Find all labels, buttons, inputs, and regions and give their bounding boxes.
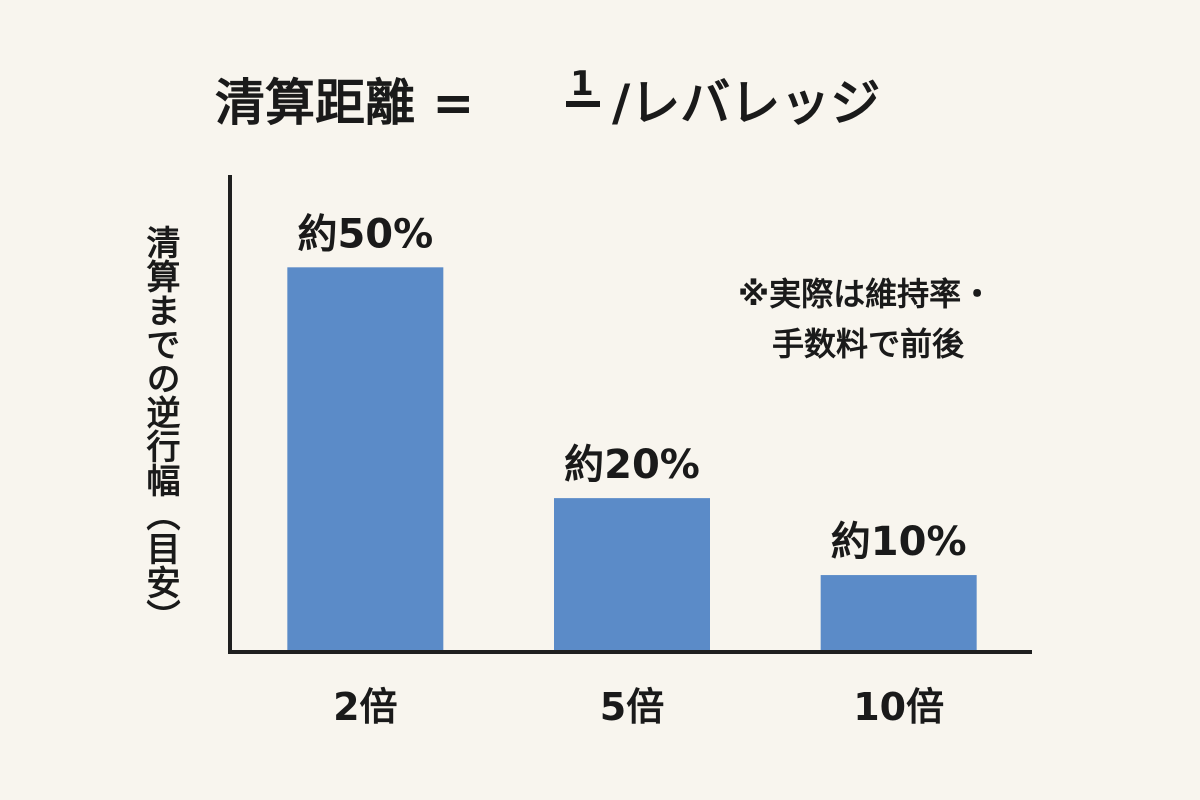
note-line-2: 手数料で前後	[772, 325, 965, 363]
x-tick-labels-group: 2倍 5倍 10倍	[333, 685, 944, 729]
x-tick-label-1: 5倍	[600, 685, 664, 729]
x-tick-label-0: 2倍	[333, 685, 397, 729]
chart-title-right: /レバレッジ	[612, 74, 880, 132]
data-label-0: 約50%	[297, 211, 433, 257]
data-labels-group: 約50% 約20% 約10%	[297, 211, 966, 565]
x-tick-label-2: 10倍	[853, 685, 944, 729]
chart-title-left: 清算距離 =	[215, 74, 474, 132]
note-line-1: ※実際は維持率・	[738, 275, 993, 313]
chart-title-numerator: 1	[570, 64, 594, 104]
y-axis-label: 清算までの逆行幅（目安）	[140, 225, 180, 633]
bar-2	[820, 575, 977, 652]
bar-1	[554, 498, 710, 652]
bar-0	[287, 267, 444, 652]
bars-group	[287, 267, 977, 652]
data-label-2: 約10%	[831, 519, 967, 565]
data-label-1: 約20%	[564, 442, 700, 488]
